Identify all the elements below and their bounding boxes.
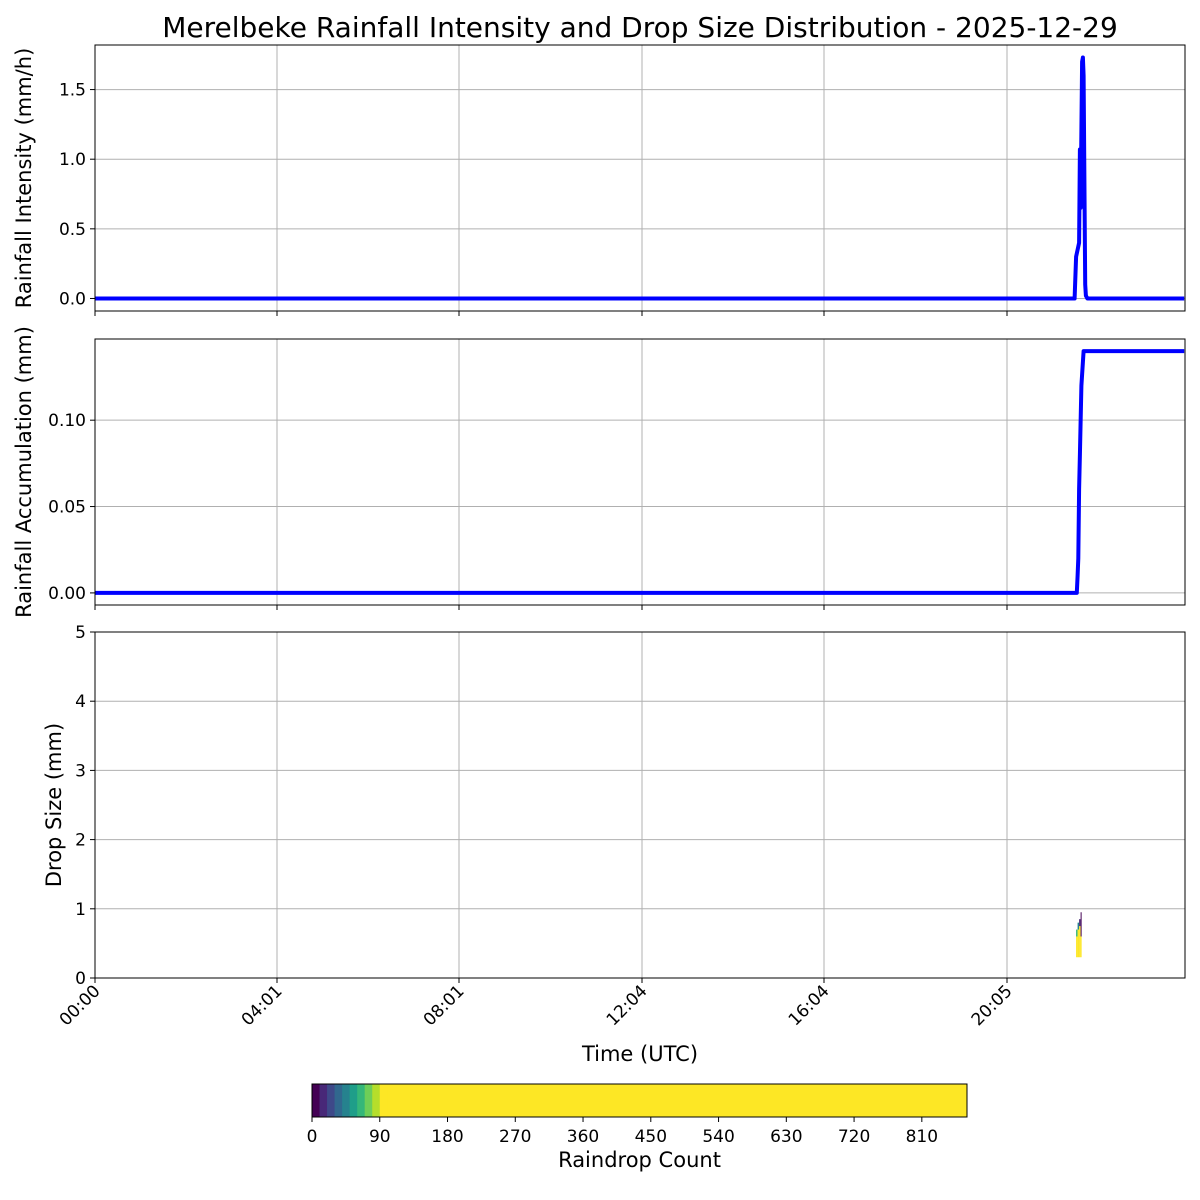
colorbar-segment bbox=[334, 1084, 343, 1117]
colorbar-tick-label: 90 bbox=[369, 1127, 391, 1147]
colorbar-segment bbox=[327, 1084, 336, 1117]
colorbar-tick-label: 540 bbox=[702, 1127, 734, 1147]
colorbar-tick-label: 720 bbox=[838, 1127, 870, 1147]
colorbar-segment bbox=[387, 1084, 967, 1117]
colorbar-tick-label: 630 bbox=[770, 1127, 802, 1147]
y-tick-label: 4 bbox=[75, 692, 86, 712]
colorbar-tick-label: 450 bbox=[635, 1127, 667, 1147]
y-tick-label: 0 bbox=[75, 969, 86, 989]
heatmap-cell bbox=[1079, 919, 1081, 927]
y-tick-label: 0.05 bbox=[48, 498, 86, 518]
series-line bbox=[95, 55, 1185, 301]
colorbar-segment bbox=[349, 1084, 358, 1117]
colorbar-segment bbox=[342, 1084, 351, 1117]
figure-title: Merelbeke Rainfall Intensity and Drop Si… bbox=[162, 11, 1118, 44]
y-tick-label: 2 bbox=[75, 831, 86, 851]
heatmap-cell bbox=[1077, 922, 1080, 930]
x-tick-label: 08:01 bbox=[420, 981, 469, 1030]
axes-frame bbox=[94, 631, 1186, 979]
x-tick-label: 16:04 bbox=[785, 981, 834, 1030]
colorbar-tick-label: 0 bbox=[307, 1127, 318, 1147]
x-axis-label: Time (UTC) bbox=[581, 1042, 698, 1066]
y-tick-label: 1.5 bbox=[59, 81, 86, 101]
heatmap-cell bbox=[1077, 929, 1080, 958]
series-line bbox=[95, 349, 1185, 595]
axes-frame bbox=[94, 338, 1186, 606]
colorbar-label: Raindrop Count bbox=[558, 1148, 721, 1172]
colorbar-tick-label: 180 bbox=[431, 1127, 463, 1147]
colorbar-segment bbox=[364, 1084, 373, 1117]
colorbar-segment bbox=[319, 1084, 328, 1117]
heatmap-cell bbox=[1076, 929, 1078, 937]
colorbar: 0 90 180 270 360 450 540 630 720 810 Raindrop Coun… bbox=[307, 1083, 968, 1172]
y-axis-label: Drop Size (mm) bbox=[42, 723, 66, 887]
x-tick-label: 20:05 bbox=[968, 981, 1017, 1030]
y-tick-label: 3 bbox=[75, 761, 86, 781]
colorbar-frame bbox=[311, 1083, 968, 1118]
y-tick-label: 1.0 bbox=[59, 150, 86, 170]
colorbar-segment bbox=[372, 1084, 381, 1117]
y-axis-label: Rainfall Intensity (mm/h) bbox=[12, 48, 36, 309]
y-tick-label: 0.0 bbox=[59, 289, 86, 309]
heatmap-cell bbox=[1080, 912, 1082, 937]
heatmap-cell bbox=[1079, 926, 1081, 958]
y-tick-label: 1 bbox=[75, 900, 86, 920]
x-tick-label: 04:01 bbox=[238, 981, 287, 1030]
colorbar-tick-label: 270 bbox=[499, 1127, 531, 1147]
y-tick-label: 0.5 bbox=[59, 220, 86, 240]
intensity-panel: 0.0 0.5 1.0 1.5 Rainfall Intensity (mm/h) bbox=[12, 44, 1186, 316]
accumulation-panel: 0.00 0.05 0.10 Rainfall Accumulation (mm) bbox=[12, 326, 1186, 618]
colorbar-segment bbox=[357, 1084, 366, 1117]
heatmap-cell bbox=[1080, 936, 1082, 958]
heatmap-cell bbox=[1076, 936, 1078, 958]
y-tick-label: 0.00 bbox=[48, 584, 86, 604]
colorbar-tick-label: 360 bbox=[567, 1127, 599, 1147]
y-axis-label: Rainfall Accumulation (mm) bbox=[12, 326, 36, 618]
colorbar-tick-label: 810 bbox=[906, 1127, 938, 1147]
x-tick-label: 12:04 bbox=[603, 981, 652, 1030]
y-tick-label: 0.10 bbox=[48, 411, 86, 431]
y-tick-label: 5 bbox=[75, 623, 86, 643]
colorbar-segment bbox=[379, 1084, 388, 1117]
axes-frame bbox=[94, 44, 1186, 312]
colorbar-segment bbox=[312, 1084, 321, 1117]
